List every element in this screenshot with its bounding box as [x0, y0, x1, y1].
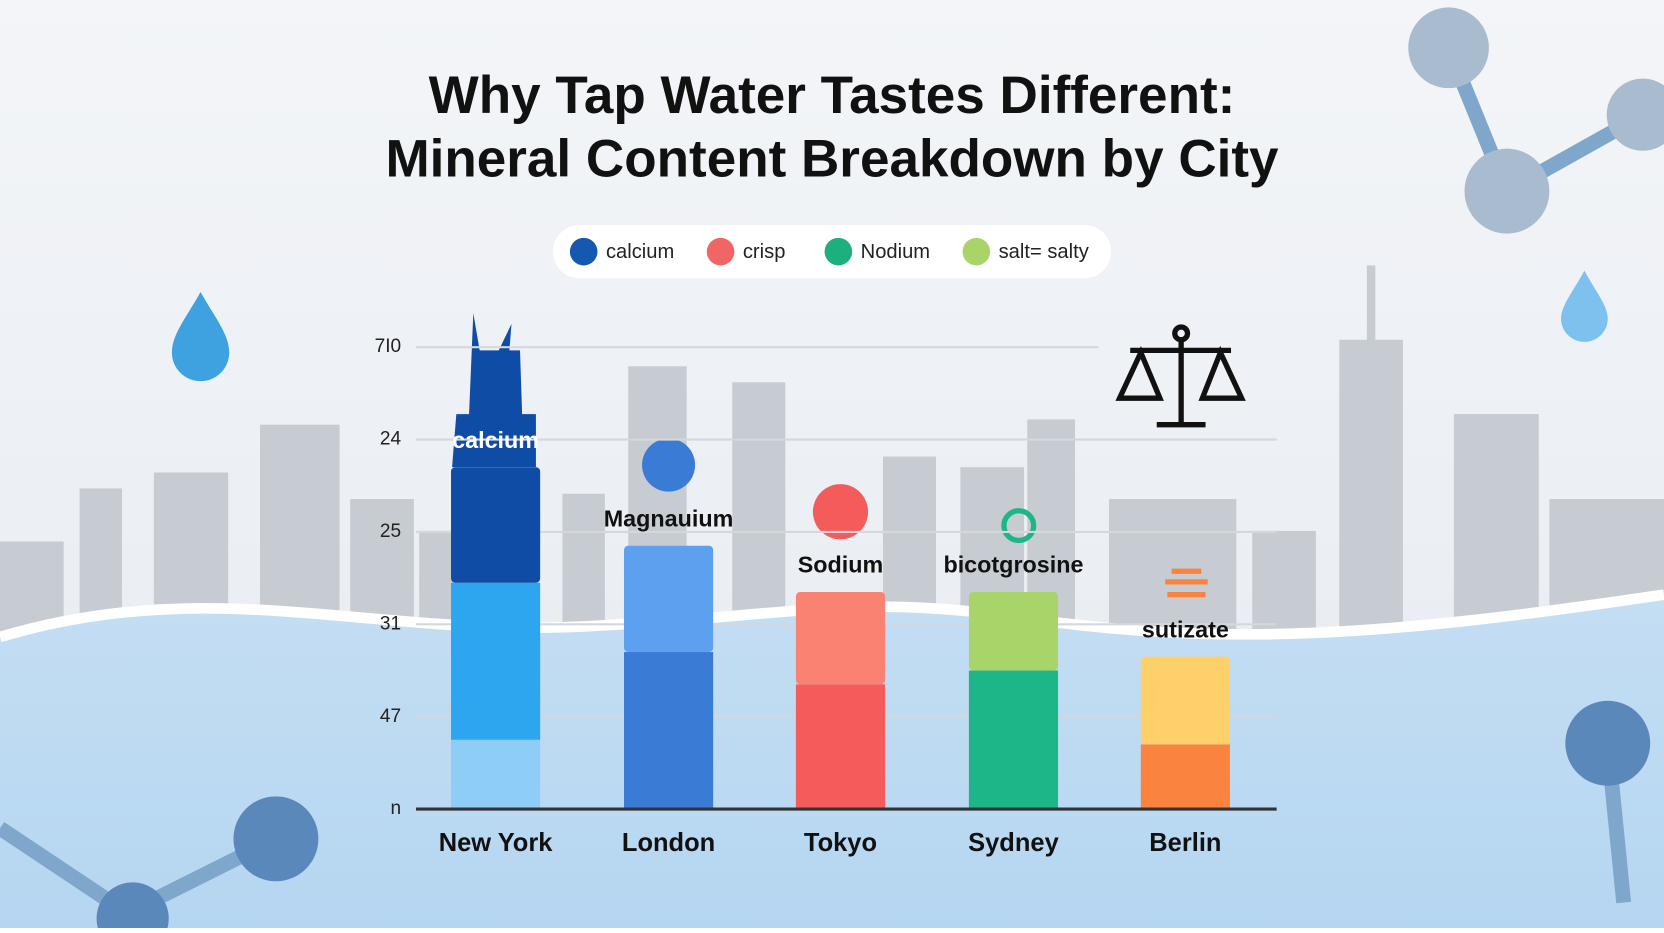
scale-icon	[1115, 324, 1246, 428]
y-tick-label: 31	[380, 613, 401, 634]
y-tick-label: 25	[380, 521, 401, 542]
y-tick-label: 24	[380, 429, 402, 450]
bar-segment	[968, 670, 1059, 810]
drop-icon	[171, 291, 230, 382]
x-tick-label: Berlin	[1149, 829, 1221, 857]
bar-segment	[795, 684, 886, 810]
x-tick-label: New York	[439, 829, 554, 857]
chart-title: Why Tap Water Tastes Different:	[429, 66, 1236, 125]
bar-segment	[451, 582, 541, 740]
bar-segment	[1140, 656, 1230, 745]
legend-label: calcium	[606, 241, 674, 263]
x-tick-label: Tokyo	[804, 829, 877, 857]
y-tick-label: n	[391, 798, 402, 819]
bar-label: Magnauium	[604, 505, 734, 531]
icon	[642, 438, 696, 492]
molecules	[0, 7, 1664, 933]
chart-title: Mineral Content Breakdown by City	[385, 129, 1279, 188]
bar-segment	[795, 591, 886, 685]
legend-swatch	[824, 237, 853, 266]
bar-label: Sodium	[798, 552, 884, 578]
drop-icon	[1561, 270, 1608, 342]
legend-swatch	[706, 237, 735, 266]
legend-swatch	[962, 237, 991, 266]
bar-label: bicotgrosine	[943, 552, 1083, 578]
bar-label: calcium	[452, 427, 539, 453]
bar-segment	[624, 652, 714, 810]
bar-segment	[624, 545, 714, 653]
y-tick-label: 47	[380, 706, 401, 727]
x-tick-label: London	[622, 829, 715, 857]
legend-label: Nodium	[861, 241, 930, 263]
bar-segment	[1140, 744, 1230, 810]
bar-segment	[968, 591, 1059, 671]
bar-segment	[451, 467, 541, 583]
bar-segment	[451, 739, 541, 810]
icon	[812, 484, 869, 540]
icon	[1001, 508, 1037, 544]
y-tick-label: 7I0	[375, 336, 402, 357]
icon	[1165, 568, 1208, 598]
legend-label: salt= salty	[999, 241, 1090, 263]
x-tick-label: Sydney	[968, 829, 1059, 857]
legend-swatch	[569, 237, 598, 266]
bar-label: sutizate	[1142, 616, 1229, 642]
legend-label: crisp	[743, 241, 786, 263]
building-shape	[452, 313, 536, 468]
